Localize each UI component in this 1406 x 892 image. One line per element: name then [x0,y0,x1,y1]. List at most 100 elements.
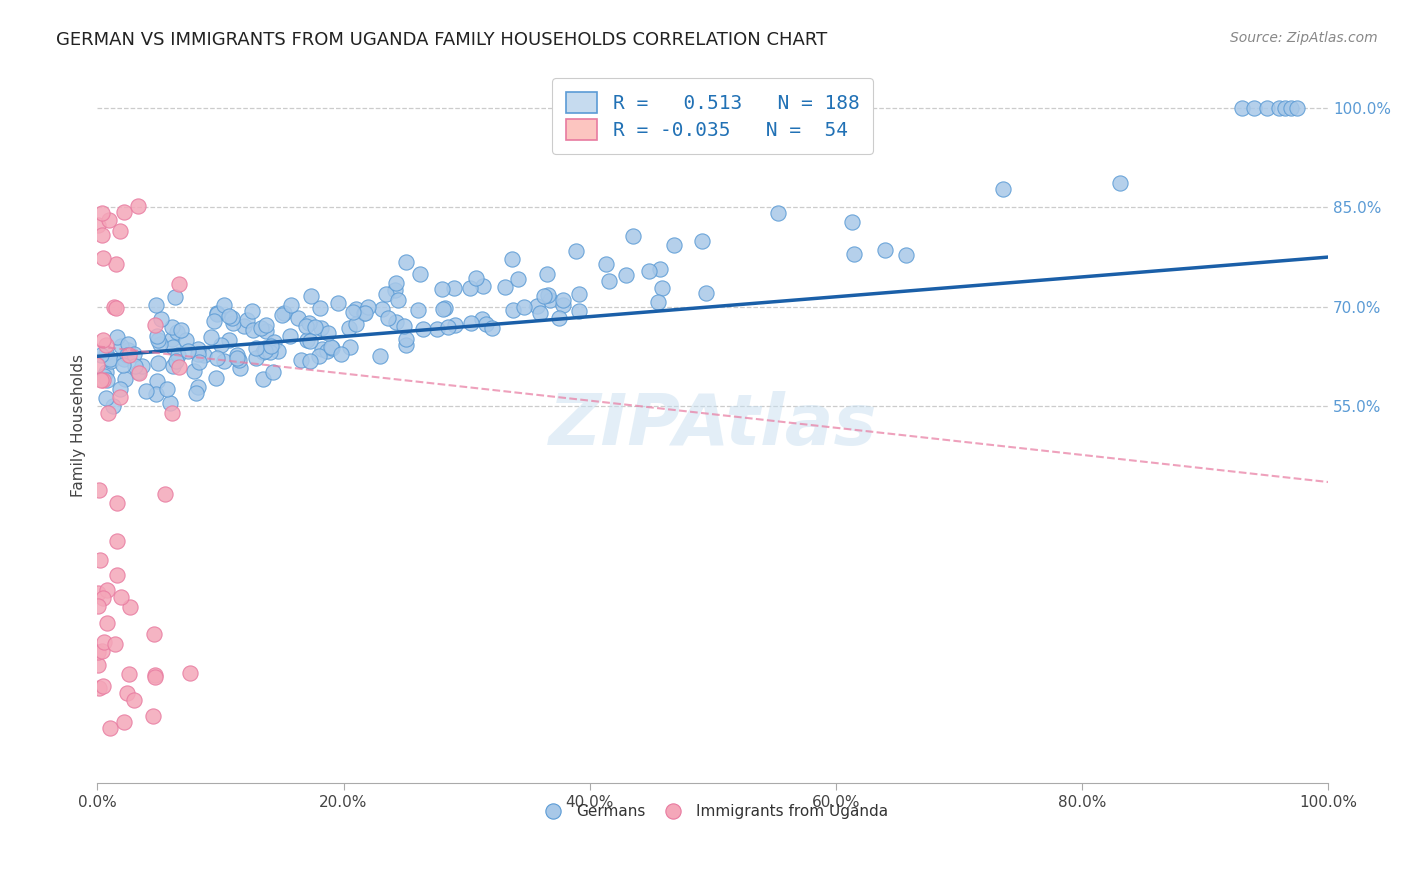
Point [207,306,229,320]
Point [218,310,240,324]
Point [105,568,128,582]
Point [177,343,200,358]
Point [146,374,169,388]
Point [1274,101,1296,115]
Point [430,282,453,296]
Point [205,351,228,365]
Point [146,333,169,347]
Point [214,354,236,368]
Point [153,486,176,500]
Point [278,329,301,343]
Point [299,289,322,303]
Point [308,349,330,363]
Point [117,343,139,357]
Point [229,361,252,376]
Point [100,354,122,368]
Point [471,312,494,326]
Point [595,257,617,271]
Point [166,348,188,362]
Point [342,304,364,318]
Point [205,371,228,385]
Point [1286,101,1309,115]
Point [344,301,367,316]
Point [187,380,209,394]
Point [112,204,135,219]
Point [273,306,295,320]
Point [344,318,367,332]
Point [145,387,167,401]
Point [93,635,115,649]
Point [240,304,263,318]
Point [103,399,125,413]
Text: Source: ZipAtlas.com: Source: ZipAtlas.com [1230,31,1378,45]
Point [536,288,558,302]
Point [538,293,561,308]
Point [86,586,108,600]
Point [167,359,190,374]
Point [86,645,108,659]
Point [253,343,276,358]
Point [131,359,153,374]
Point [432,301,454,316]
Point [233,319,256,334]
Point [280,298,302,312]
Point [533,289,555,303]
Point [93,679,115,693]
Point [409,268,432,282]
Point [263,335,285,350]
Point [105,301,128,316]
Point [328,295,350,310]
Point [103,300,125,314]
Point [298,334,321,348]
Point [568,303,591,318]
Point [145,667,167,681]
Point [502,303,524,318]
Point [395,255,418,269]
Point [650,261,672,276]
Point [354,306,377,320]
Point [1243,101,1265,115]
Point [384,315,406,329]
Point [127,365,149,379]
Point [287,311,309,326]
Point [221,310,243,325]
Point [299,354,322,368]
Point [124,359,146,373]
Point [368,349,391,363]
Point [105,534,128,549]
Point [254,318,277,332]
Point [526,300,548,314]
Point [375,286,398,301]
Point [651,280,673,294]
Point [115,348,138,362]
Point [97,405,120,419]
Point [160,406,183,420]
Point [143,670,166,684]
Point [1268,101,1291,115]
Point [105,330,128,344]
Point [120,600,142,615]
Point [166,325,188,339]
Point [444,318,467,332]
Point [160,319,183,334]
Point [385,276,408,290]
Point [1109,176,1132,190]
Point [377,310,399,325]
Point [254,324,277,338]
Point [115,686,138,700]
Point [841,215,863,229]
Point [271,308,294,322]
Point [513,300,536,314]
Point [548,311,571,326]
Point [647,294,669,309]
Point [135,384,157,398]
Point [212,298,235,312]
Point [371,302,394,317]
Point [141,708,163,723]
Point [145,298,167,312]
Point [662,238,685,252]
Point [96,373,118,387]
Point [894,248,917,262]
Point [91,251,114,265]
Point [187,347,209,361]
